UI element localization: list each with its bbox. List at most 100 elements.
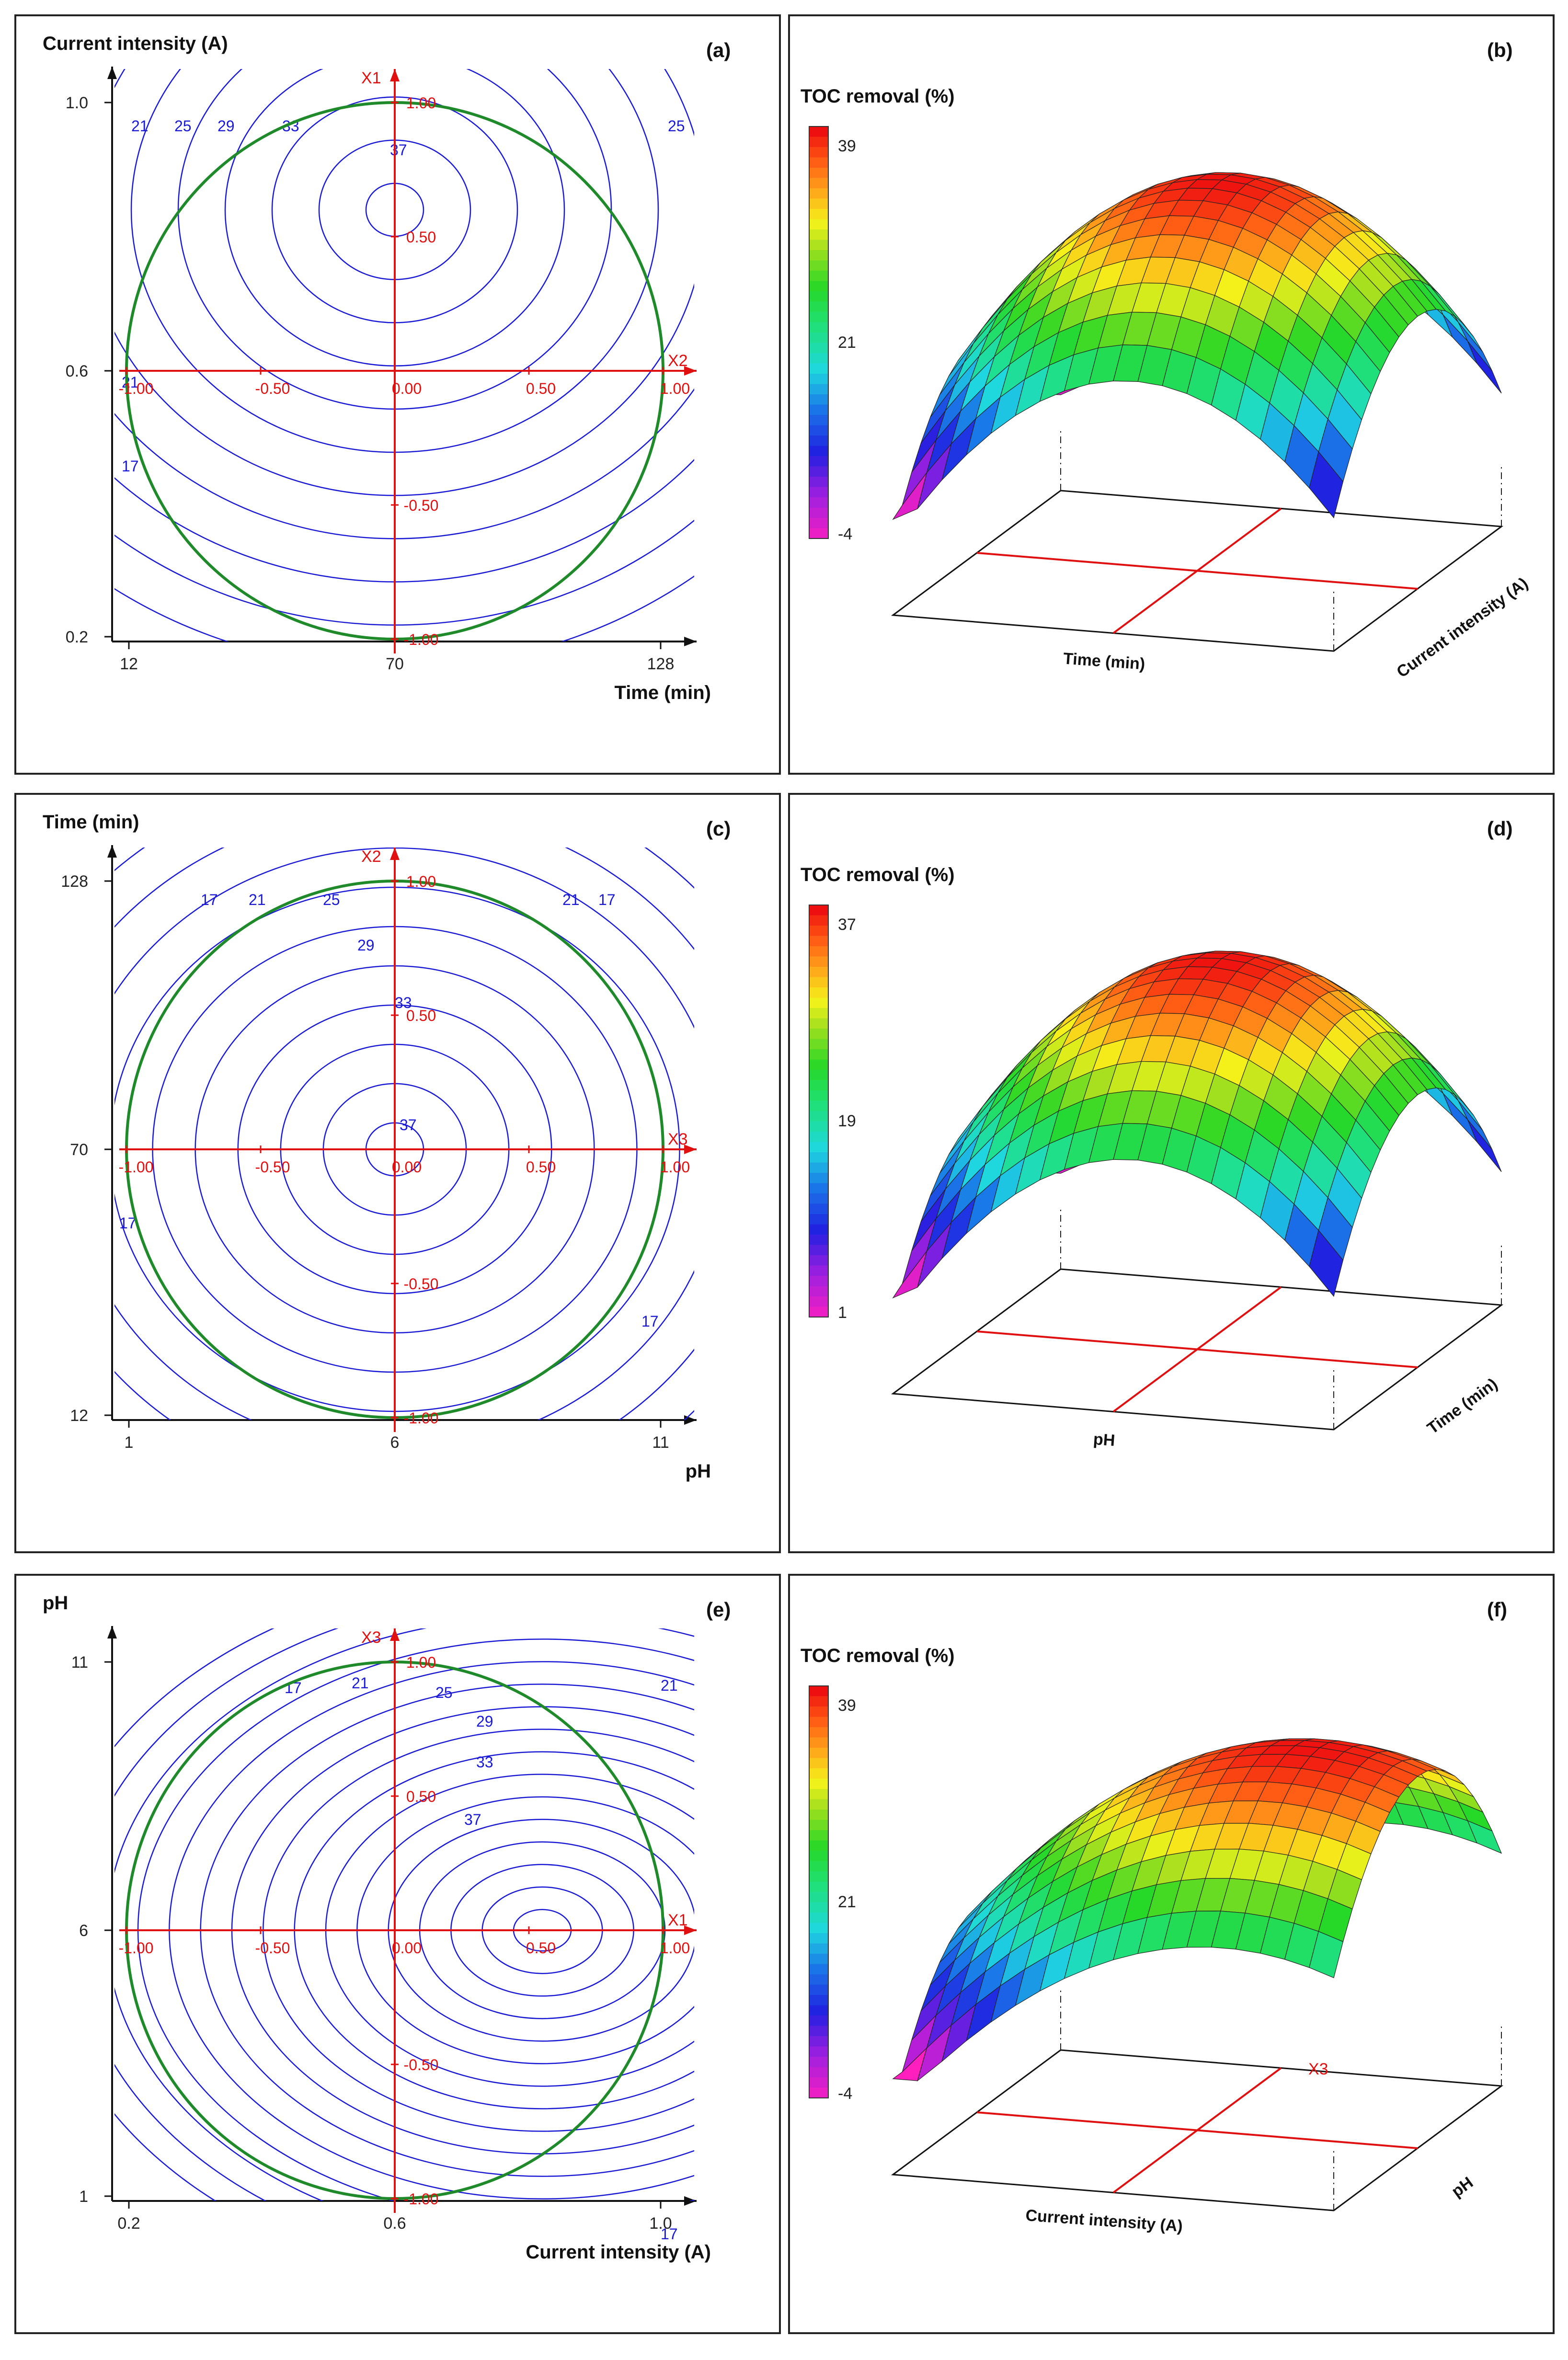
colorbar-segment	[809, 322, 828, 333]
colorbar-segment	[809, 1737, 828, 1748]
colorbar-segment	[809, 415, 828, 426]
colorbar-segment	[809, 1943, 828, 1954]
colorbar-segment	[809, 2046, 828, 2057]
coded-tick-label: -0.50	[404, 2056, 439, 2074]
contour-label: 21	[562, 891, 580, 908]
colorbar-segment	[809, 1018, 828, 1029]
colorbar-tick-label: 39	[838, 137, 856, 155]
colorbar-segment	[809, 1039, 828, 1050]
contour-label: 29	[217, 117, 235, 135]
colorbar-segment	[809, 1132, 828, 1143]
x-axis-title: Current intensity (A)	[526, 2242, 711, 2263]
contour-label: 29	[476, 1713, 493, 1730]
surface-mesh	[892, 1738, 1502, 2082]
coded-tick-label: -1.00	[404, 2190, 439, 2208]
colorbar-segment	[809, 1162, 828, 1173]
colorbar-segment	[809, 291, 828, 302]
surface-mesh	[892, 951, 1502, 1299]
contour-plot-e: 0.2 0.6 1.0 1 6 11 pH Current intensity (A) (e) 1…	[43, 1592, 731, 2263]
contour-group	[114, 69, 694, 642]
colorbar-segment	[809, 2077, 828, 2088]
coded-tick-label: -0.50	[404, 497, 439, 514]
contour-label: 17	[122, 458, 139, 475]
coded-tick-label: 0.50	[526, 1158, 556, 1176]
coded-tick-label: -0.50	[255, 1939, 290, 1957]
colorbar-segment	[809, 936, 828, 947]
colorbar-segment	[809, 1265, 828, 1276]
colorbar-segment	[809, 301, 828, 312]
colorbar-segment	[809, 1840, 828, 1851]
x-tick-label: 1.0	[649, 2214, 672, 2233]
colorbar-segment	[809, 374, 828, 385]
colorbar-segment	[809, 487, 828, 498]
colorbar-segment	[809, 1820, 828, 1831]
coded-axis-horizontal-name: X3	[668, 1130, 688, 1148]
contour-label: 25	[435, 1684, 453, 1701]
panel-label: (c)	[706, 817, 731, 840]
y-axis-title: pH	[43, 1592, 68, 1614]
panel-label: (e)	[706, 1598, 731, 1621]
x-axis-title: Time (min)	[1063, 650, 1146, 674]
coded-tick-label: -1.00	[404, 631, 439, 648]
y-tick-label: 70	[70, 1141, 88, 1159]
contour-plot-c: 1 6 11 12 70 128 Time (min) pH (c) 17 21 25 29 33 37 21…	[43, 812, 731, 1482]
panel-c: 1 6 11 12 70 128 Time (min) pH (c) 17 21 25 29 33 37 21…	[14, 793, 781, 1553]
colorbar-segment	[809, 956, 828, 967]
colorbar-segment	[809, 1008, 828, 1019]
coded-tick-label: -1.00	[119, 1939, 154, 1957]
colorbar-segment	[809, 1142, 828, 1153]
x-tick-label: 12	[120, 655, 138, 673]
surface-plot-d: TOC removal (%) 37 19 1 (d) pH Time (min)	[801, 817, 1513, 1450]
colorbar-segment	[809, 987, 828, 998]
coded-axis-vertical-name: X2	[361, 848, 381, 866]
surface-cell	[1309, 1931, 1344, 1979]
coded-tick-label: -1.00	[404, 1409, 439, 1427]
y-tick-label: 1.0	[66, 94, 88, 112]
colorbar-segment	[809, 1245, 828, 1256]
colorbar-segment	[809, 1933, 828, 1944]
coded-axis-horizontal-head	[684, 1145, 697, 1154]
coded-tick-label: 0.50	[526, 1939, 556, 1957]
colorbar-tick-label: -4	[838, 2085, 852, 2103]
colorbar-segment	[809, 157, 828, 168]
coded-tick-label: 1.00	[660, 1158, 690, 1176]
colorbar-segment	[809, 1923, 828, 1934]
colorbar-segment	[809, 1029, 828, 1040]
colorbar-segment	[809, 394, 828, 405]
colorbar-segment	[809, 1193, 828, 1204]
panel-a: 12 70 128 0.2 0.6 1.0 Current intensity (A) Tim…	[14, 14, 781, 775]
coded-axis-vertical-head	[390, 1628, 400, 1641]
contour-label: 17	[598, 891, 616, 908]
colorbar-segment	[809, 926, 828, 937]
coded-tick-label: 1.00	[406, 94, 436, 112]
surface-cell	[1309, 451, 1344, 519]
colorbar-segment	[809, 137, 828, 148]
contour-label: 21	[661, 1677, 678, 1694]
contour-line	[114, 575, 694, 642]
coded-tick-label: 1.00	[660, 1939, 690, 1957]
colorbar-tick-label: 39	[838, 1696, 856, 1715]
colorbar-segment	[809, 147, 828, 158]
colorbar-segment	[809, 1748, 828, 1759]
colorbar-segment	[809, 1758, 828, 1769]
colorbar-title: TOC removal (%)	[801, 864, 955, 885]
x-axis-title: Time (min)	[614, 682, 711, 703]
colorbar-segment	[809, 946, 828, 957]
x-axis-title: Current intensity (A)	[1025, 2206, 1183, 2235]
y-axis-title: Time (min)	[43, 812, 139, 833]
coded-tick-label: 0.00	[392, 380, 422, 397]
x-tick-label: 128	[647, 655, 675, 673]
panel-e: 0.2 0.6 1.0 1 6 11 pH Current intensity (A) (e) 1…	[14, 1574, 781, 2334]
colorbar-segment	[809, 1059, 828, 1070]
colorbar-segment	[809, 1235, 828, 1246]
x-tick-label: 6	[390, 1433, 400, 1452]
x-tick-label: 70	[386, 655, 404, 673]
contour-label: 37	[400, 1116, 417, 1134]
colorbar-segment	[809, 1286, 828, 1297]
panel-label: (d)	[1487, 817, 1513, 840]
panel-b: TOC removal (%) 39 21 -4 (b) Time (min) Curren…	[788, 14, 1555, 775]
colorbar-segment	[809, 528, 828, 539]
colorbar-segment	[809, 1173, 828, 1184]
colorbar-segment	[809, 404, 828, 415]
